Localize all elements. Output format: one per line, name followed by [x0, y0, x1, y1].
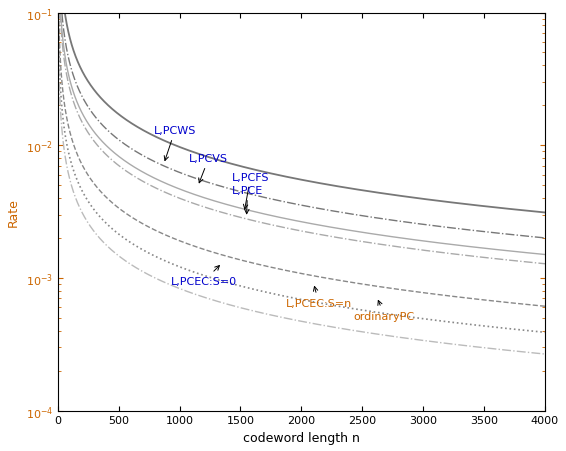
Text: L,PCVS: L,PCVS — [189, 154, 228, 184]
Text: L,PCEC:S=n: L,PCEC:S=n — [285, 287, 351, 308]
Y-axis label: Rate: Rate — [7, 198, 20, 226]
Text: L,PCE: L,PCE — [232, 185, 263, 214]
Text: L,PCFS: L,PCFS — [232, 172, 269, 209]
Text: ordinaryPC: ordinaryPC — [354, 301, 415, 321]
X-axis label: codeword length n: codeword length n — [243, 431, 360, 444]
Text: L,PCEC:S=0: L,PCEC:S=0 — [171, 266, 237, 286]
Text: L,PCWS: L,PCWS — [154, 126, 196, 161]
